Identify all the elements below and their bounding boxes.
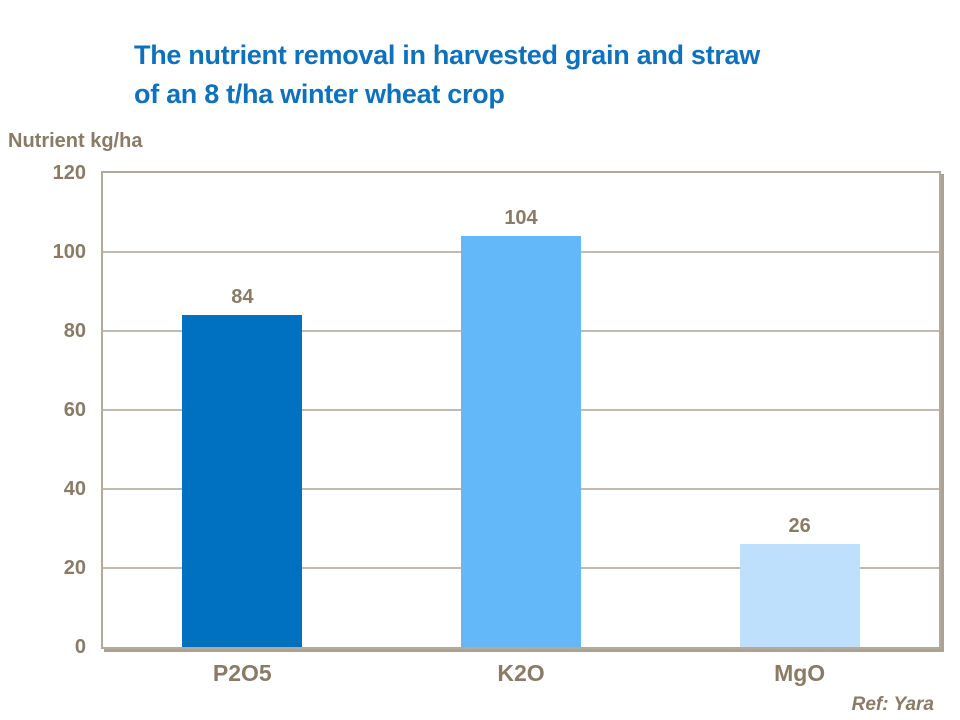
bar-mgo: [739, 544, 860, 647]
plot-area: 84 104 26: [101, 171, 941, 649]
chart-title-line2: of an 8 t/ha winter wheat crop: [134, 79, 505, 109]
y-tick-label-80: 80: [63, 320, 86, 342]
reference-label: Ref: Yara: [851, 694, 934, 715]
y-tick-label-100: 100: [52, 241, 86, 263]
x-category-label-p2o5: P2O5: [212, 660, 272, 686]
bar-p2o5: [182, 315, 303, 647]
chart-title: The nutrient removal in harvested grain …: [134, 36, 924, 114]
x-category-label-mgo: MgO: [774, 660, 826, 686]
bar-value-label-k2o: 104: [504, 207, 538, 229]
y-tick-label-20: 20: [63, 557, 86, 579]
y-tick-label-60: 60: [63, 399, 86, 421]
y-axis-unit-label: Nutrient kg/ha: [8, 130, 143, 152]
chart-title-line1: The nutrient removal in harvested grain …: [134, 40, 760, 70]
y-tick-label-40: 40: [63, 478, 86, 500]
y-tick-label-0: 0: [74, 636, 86, 658]
y-tick-label-120: 120: [52, 162, 86, 184]
x-category-label-k2o: K2O: [497, 660, 545, 686]
bar-k2o: [461, 236, 581, 647]
bar-value-label-mgo: 26: [788, 515, 811, 537]
bar-value-label-p2o5: 84: [231, 286, 254, 308]
